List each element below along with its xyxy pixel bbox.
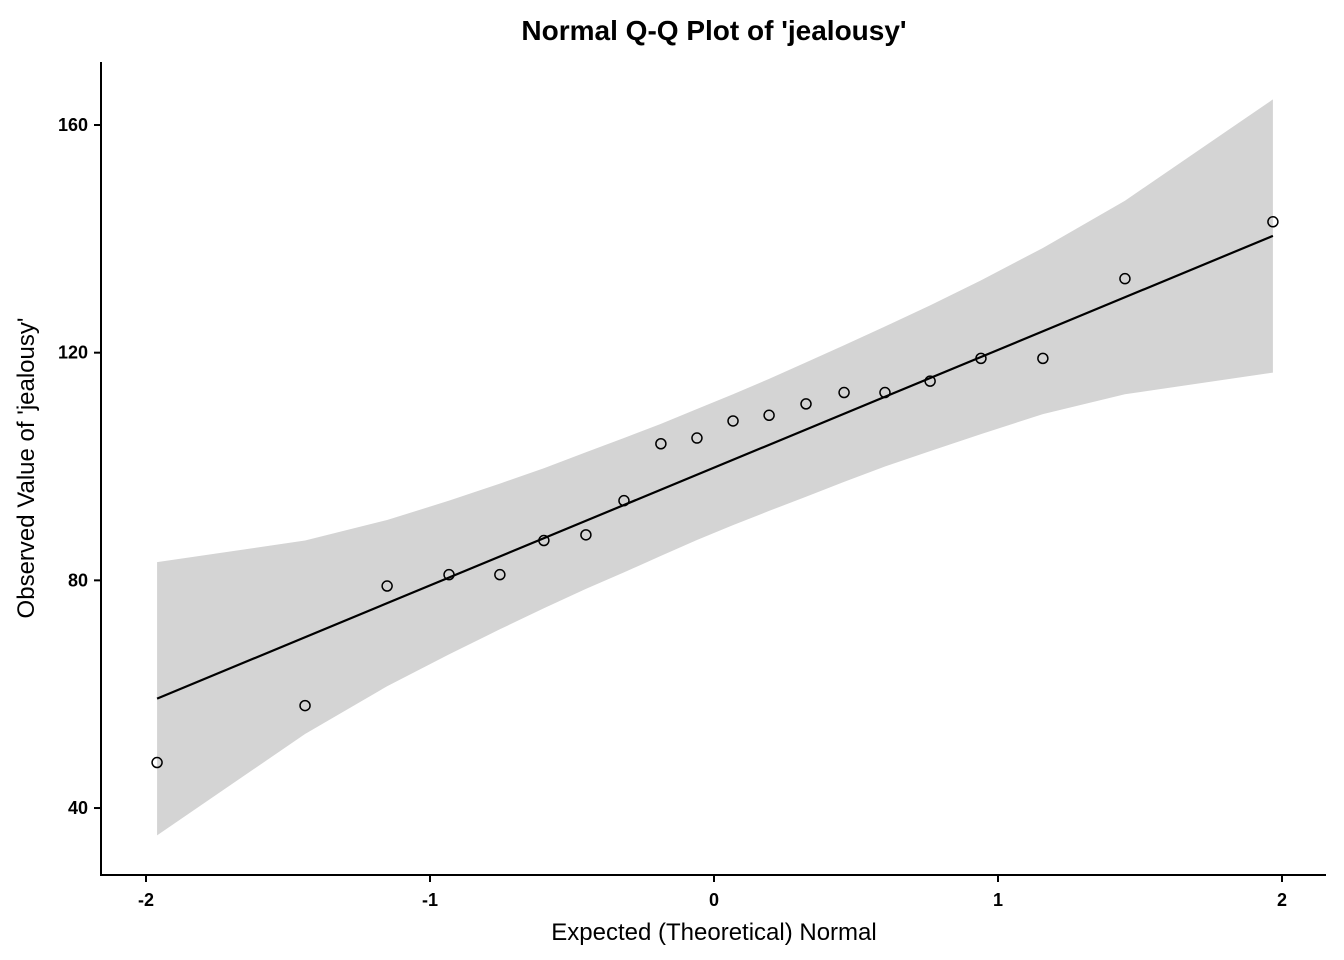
- data-point: [443, 568, 455, 581]
- y-axis-title: Observed Value of 'jealousy': [13, 318, 40, 619]
- x-tick-label: 2: [1277, 890, 1287, 910]
- reference-line: [156, 234, 1274, 700]
- data-point: [494, 568, 506, 581]
- data-point: [655, 438, 667, 450]
- y-tick-label: 160: [58, 115, 88, 135]
- data-point: [838, 386, 850, 399]
- data-point: [618, 494, 630, 507]
- data-point: [975, 352, 987, 365]
- chart-title: Normal Q-Q Plot of 'jealousy': [521, 15, 906, 46]
- data-point: [538, 534, 550, 547]
- data-point: [381, 580, 393, 592]
- data-point: [879, 386, 891, 399]
- y-tick-label: 80: [68, 570, 88, 590]
- data-point: [580, 529, 592, 541]
- data-point: [1267, 216, 1279, 228]
- data-point: [727, 415, 739, 427]
- x-tick-label: -2: [138, 890, 154, 910]
- data-point: [299, 699, 311, 712]
- x-tick-label: -1: [422, 890, 438, 910]
- x-tick-label: 1: [993, 890, 1003, 910]
- y-tick-label: 120: [58, 343, 88, 363]
- data-point: [800, 398, 812, 410]
- data-point: [763, 409, 775, 422]
- data-point: [691, 432, 703, 444]
- data-point: [1119, 272, 1131, 285]
- x-tick-label: 0: [709, 890, 719, 910]
- data-point: [924, 375, 936, 387]
- y-tick-label: 40: [68, 798, 88, 818]
- data-point: [151, 756, 163, 769]
- data-point: [1037, 352, 1049, 365]
- x-axis-title: Expected (Theoretical) Normal: [551, 919, 876, 946]
